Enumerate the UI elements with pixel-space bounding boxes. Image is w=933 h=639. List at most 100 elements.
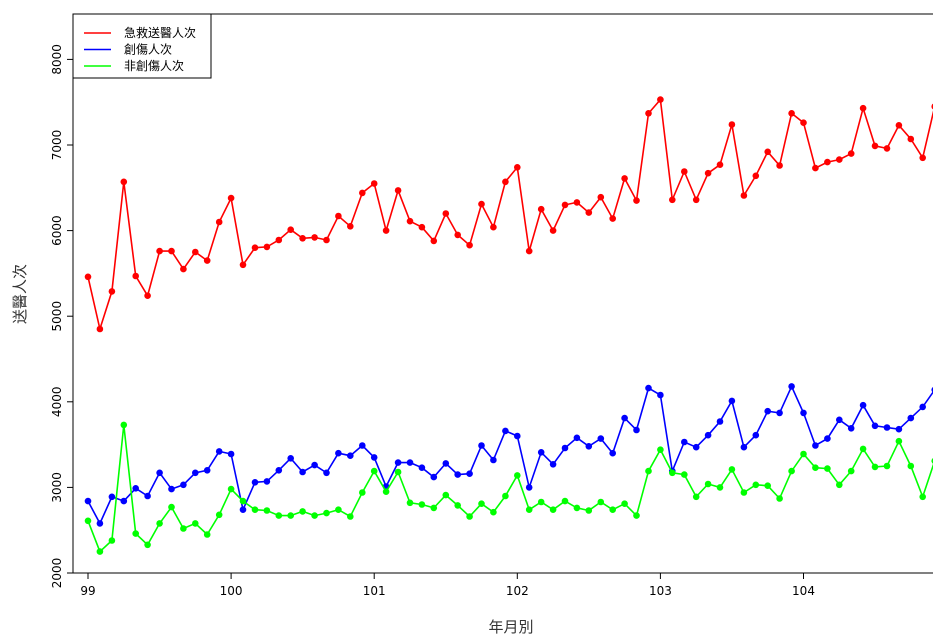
data-point xyxy=(394,187,402,194)
data-point xyxy=(633,512,640,519)
data-point xyxy=(764,148,771,156)
data-point xyxy=(251,506,259,513)
data-point xyxy=(585,443,593,450)
data-point xyxy=(537,449,545,456)
data-point xyxy=(275,512,283,519)
data-point xyxy=(239,261,247,269)
data-point xyxy=(406,459,414,466)
legend-box xyxy=(72,13,212,79)
data-point xyxy=(561,444,569,452)
data-point xyxy=(192,248,199,256)
data-point xyxy=(788,467,795,475)
data-point xyxy=(227,450,235,458)
series-line-3 xyxy=(87,424,933,553)
data-point xyxy=(836,481,843,489)
x-tick-label: 101 xyxy=(363,584,386,598)
x-tick-label: 102 xyxy=(506,584,529,598)
data-point xyxy=(263,507,271,514)
data-point xyxy=(323,509,330,517)
data-point xyxy=(919,154,926,162)
data-point xyxy=(824,435,831,442)
data-point xyxy=(573,199,581,206)
data-point xyxy=(609,506,616,513)
data-point xyxy=(824,465,831,472)
data-point xyxy=(752,481,760,489)
data-point xyxy=(812,442,819,449)
data-point xyxy=(692,443,700,451)
data-point xyxy=(681,168,688,175)
data-point xyxy=(633,426,640,434)
data-point xyxy=(621,175,628,182)
data-point xyxy=(156,247,163,255)
data-point xyxy=(347,223,354,230)
data-point xyxy=(645,384,652,392)
data-point xyxy=(108,493,116,501)
data-point xyxy=(478,500,485,508)
data-point xyxy=(84,273,92,281)
data-point xyxy=(406,499,414,507)
data-point xyxy=(180,481,187,489)
data-point xyxy=(382,488,390,496)
data-point xyxy=(418,223,426,231)
data-point xyxy=(692,196,700,204)
x-tick-label: 100 xyxy=(220,584,243,598)
data-point xyxy=(740,443,748,451)
data-point xyxy=(203,531,211,538)
data-point xyxy=(883,424,891,431)
data-point xyxy=(466,513,473,520)
data-point xyxy=(215,511,223,519)
data-point xyxy=(132,272,139,280)
x-tick-label: 104 xyxy=(792,584,815,598)
data-point xyxy=(752,172,760,180)
data-point xyxy=(657,446,664,454)
y-tick-label: 8000 xyxy=(50,44,64,75)
data-point xyxy=(406,217,414,225)
data-point xyxy=(776,495,783,502)
data-point xyxy=(776,409,783,417)
data-point xyxy=(907,462,915,470)
x-tick-label: 103 xyxy=(649,584,672,598)
data-point xyxy=(847,425,855,432)
data-point xyxy=(681,471,688,478)
data-point xyxy=(84,517,92,525)
data-point xyxy=(883,145,891,152)
data-point xyxy=(502,427,509,435)
data-point xyxy=(597,435,605,442)
data-point xyxy=(525,484,533,491)
data-point xyxy=(716,484,724,491)
y-tick-label: 2000 xyxy=(50,558,64,589)
data-point xyxy=(96,548,104,555)
data-point xyxy=(454,502,462,509)
data-point xyxy=(502,178,509,186)
data-point xyxy=(657,96,664,103)
data-point xyxy=(561,497,569,505)
data-point xyxy=(847,467,855,475)
data-point xyxy=(108,288,116,295)
data-point xyxy=(192,469,199,477)
data-point xyxy=(215,218,223,226)
data-point xyxy=(704,169,712,177)
data-point xyxy=(347,452,354,460)
data-point xyxy=(168,247,175,255)
data-point xyxy=(215,448,223,455)
data-point xyxy=(263,243,271,251)
data-point xyxy=(132,485,139,492)
data-point xyxy=(156,469,163,477)
series-layer xyxy=(84,96,933,555)
data-point xyxy=(728,397,736,405)
y-tick-label: 5000 xyxy=(50,301,64,332)
data-point xyxy=(370,467,378,475)
data-point xyxy=(299,468,306,476)
data-point xyxy=(490,456,497,464)
data-point xyxy=(299,508,306,515)
data-point xyxy=(311,512,318,519)
data-point xyxy=(132,530,139,537)
data-point xyxy=(335,212,342,220)
data-point xyxy=(549,227,557,234)
data-point xyxy=(394,468,402,476)
data-point xyxy=(192,520,199,527)
data-point xyxy=(430,237,438,245)
data-point xyxy=(812,164,819,172)
data-point xyxy=(728,466,736,473)
